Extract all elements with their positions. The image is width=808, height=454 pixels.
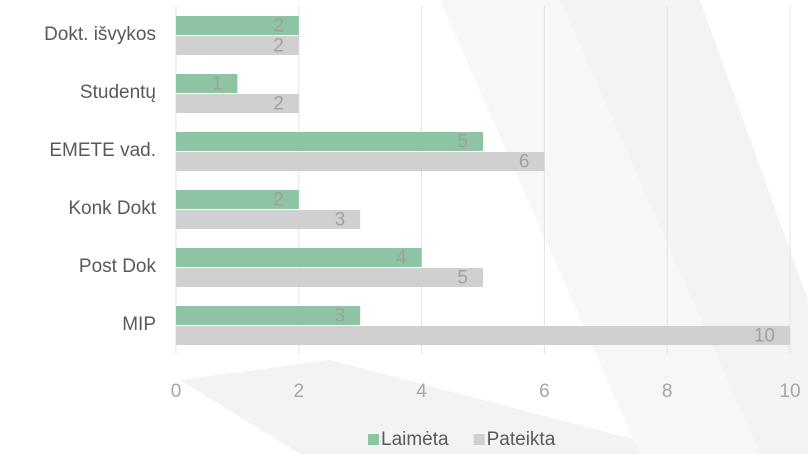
y-tick-label: Dokt. išvykos — [44, 24, 156, 45]
data-label: 2 — [273, 16, 284, 37]
legend-label: Laimėta — [381, 429, 449, 450]
x-tick-label: 10 — [779, 381, 800, 402]
data-label: 5 — [457, 268, 468, 289]
data-label: 5 — [457, 132, 468, 153]
bar — [176, 16, 299, 35]
bar — [176, 210, 361, 229]
legend-swatch — [368, 434, 379, 445]
bar — [176, 36, 299, 55]
bar — [176, 94, 299, 113]
data-label: 3 — [335, 210, 346, 231]
x-tick-label: 6 — [539, 381, 550, 402]
bar — [176, 268, 483, 287]
bar — [176, 74, 238, 93]
y-tick-label: Studentų — [80, 82, 156, 103]
bar — [176, 326, 790, 345]
bar — [176, 190, 299, 209]
data-label: 1 — [212, 74, 223, 95]
bar — [176, 152, 545, 171]
background-shape — [180, 360, 690, 454]
bar — [176, 248, 422, 267]
x-tick-label: 4 — [416, 381, 427, 402]
y-tick-label: Post Dok — [79, 256, 157, 277]
data-label: 3 — [335, 306, 346, 327]
y-tick-label: MIP — [122, 314, 156, 335]
x-tick-label: 0 — [171, 381, 182, 402]
bar — [176, 132, 483, 151]
data-label: 10 — [754, 326, 775, 347]
data-label: 2 — [273, 94, 284, 115]
data-label: 2 — [273, 36, 284, 57]
data-label: 6 — [519, 152, 530, 173]
data-label: 4 — [396, 248, 407, 269]
y-tick-label: EMETE vad. — [49, 140, 156, 161]
bar — [176, 306, 361, 325]
data-label: 2 — [273, 190, 284, 211]
legend-label: Pateikta — [487, 429, 556, 450]
legend-swatch — [473, 434, 485, 445]
x-tick-label: 8 — [662, 381, 673, 402]
x-tick-label: 2 — [294, 381, 305, 402]
y-tick-label: Konk Dokt — [68, 198, 156, 219]
